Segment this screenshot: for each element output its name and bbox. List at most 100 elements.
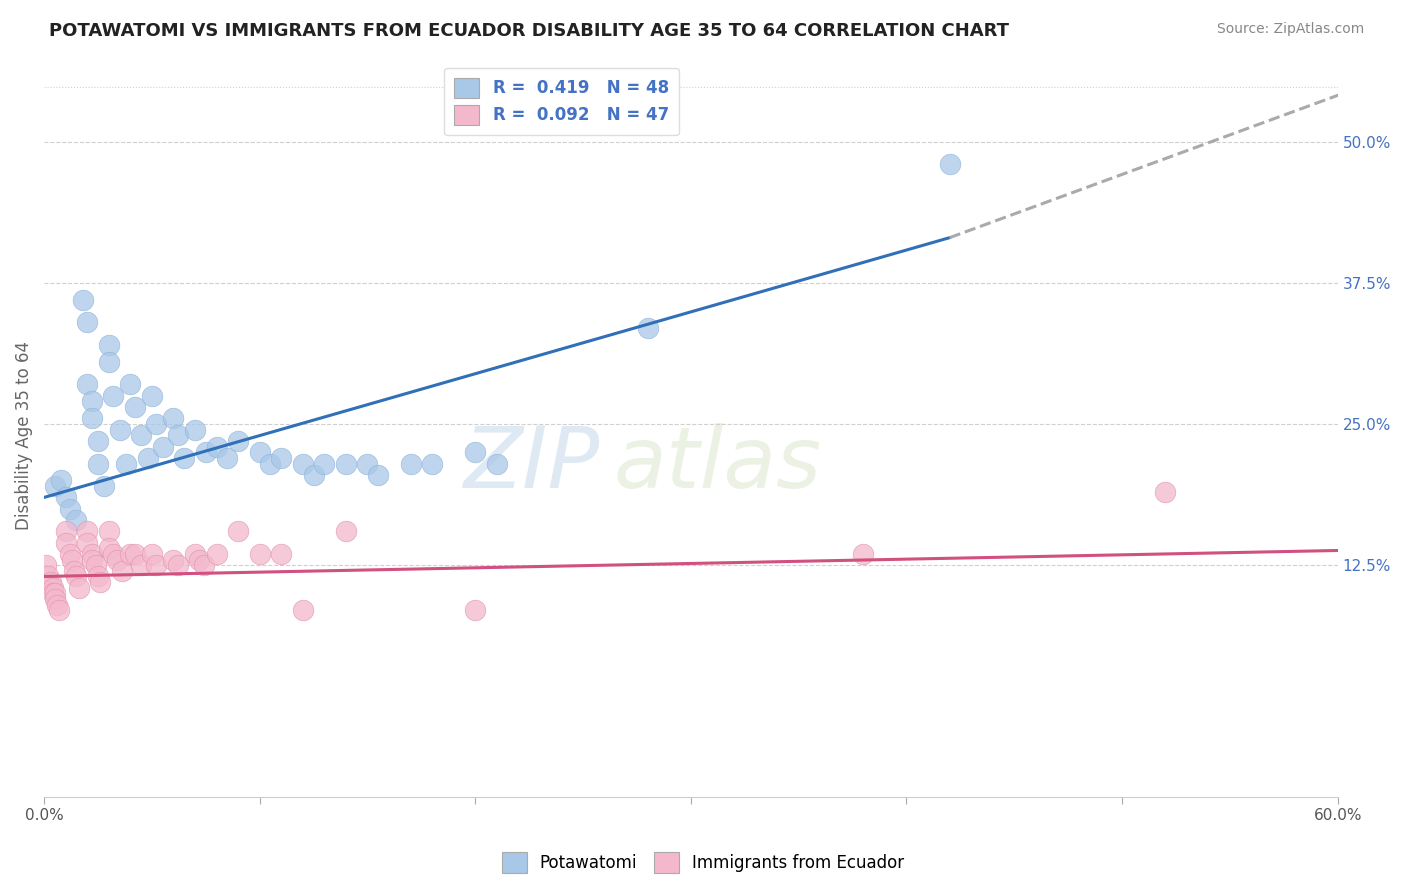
Point [101, 547, 124, 561]
Point [44, 592, 66, 607]
Point [107, 552, 129, 566]
Point [44, 479, 66, 493]
Point [938, 157, 960, 171]
Point [205, 547, 228, 561]
Legend: R =  0.419   N = 48, R =  0.092   N = 47: R = 0.419 N = 48, R = 0.092 N = 47 [444, 68, 679, 135]
Point [145, 417, 167, 431]
Point [101, 389, 124, 403]
Point [97, 524, 120, 539]
Point [205, 440, 228, 454]
Point [63, 564, 86, 578]
Point [111, 564, 134, 578]
Point [65, 513, 87, 527]
Text: atlas: atlas [613, 423, 821, 506]
Point [420, 457, 443, 471]
Point [80, 547, 103, 561]
Point [335, 457, 357, 471]
Point [55, 524, 77, 539]
Point [89, 575, 111, 590]
Point [124, 547, 146, 561]
Point [226, 434, 249, 448]
Point [637, 321, 659, 335]
Point [166, 428, 188, 442]
Point [173, 450, 195, 465]
Point [87, 434, 110, 448]
Point [97, 355, 120, 369]
Point [141, 547, 163, 561]
Point [136, 450, 159, 465]
Point [76, 524, 98, 539]
Point [37, 569, 59, 583]
Point [1154, 484, 1177, 499]
Point [184, 423, 207, 437]
Point [270, 450, 292, 465]
Point [51, 474, 73, 488]
Point [80, 411, 103, 425]
Point [485, 457, 508, 471]
Point [120, 377, 142, 392]
Point [76, 315, 98, 329]
Point [60, 552, 83, 566]
Point [72, 293, 94, 307]
Point [217, 450, 239, 465]
Point [46, 598, 69, 612]
Point [152, 440, 174, 454]
Point [76, 535, 98, 549]
Text: ZIP: ZIP [464, 423, 600, 506]
Point [87, 569, 110, 583]
Point [162, 552, 184, 566]
Point [259, 457, 281, 471]
Point [314, 457, 336, 471]
Point [55, 491, 77, 505]
Point [35, 558, 58, 573]
Y-axis label: Disability Age 35 to 64: Disability Age 35 to 64 [15, 341, 32, 530]
Point [249, 445, 271, 459]
Point [399, 457, 422, 471]
Point [141, 389, 163, 403]
Point [115, 457, 138, 471]
Text: POTAWATOMI VS IMMIGRANTS FROM ECUADOR DISABILITY AGE 35 TO 64 CORRELATION CHART: POTAWATOMI VS IMMIGRANTS FROM ECUADOR DI… [49, 22, 1010, 40]
Point [367, 467, 389, 482]
Point [59, 501, 82, 516]
Point [48, 603, 70, 617]
Point [270, 547, 292, 561]
Point [80, 394, 103, 409]
Point [42, 586, 65, 600]
Point [76, 377, 98, 392]
Point [42, 581, 65, 595]
Point [87, 457, 110, 471]
Point [302, 467, 325, 482]
Point [335, 524, 357, 539]
Point [464, 603, 486, 617]
Point [464, 445, 486, 459]
Legend: Potawatomi, Immigrants from Ecuador: Potawatomi, Immigrants from Ecuador [495, 846, 911, 880]
Point [93, 479, 115, 493]
Point [84, 558, 107, 573]
Point [55, 535, 77, 549]
Point [59, 547, 82, 561]
Point [162, 411, 184, 425]
Point [852, 547, 875, 561]
Point [120, 547, 142, 561]
Point [124, 400, 146, 414]
Point [39, 575, 62, 590]
Point [129, 558, 152, 573]
Point [249, 547, 271, 561]
Point [193, 558, 215, 573]
Point [108, 423, 131, 437]
Point [188, 552, 211, 566]
Point [291, 603, 314, 617]
Point [145, 558, 167, 573]
Point [44, 586, 66, 600]
Point [97, 541, 120, 556]
Point [80, 552, 103, 566]
Text: Source: ZipAtlas.com: Source: ZipAtlas.com [1216, 22, 1364, 37]
Point [356, 457, 378, 471]
Point [129, 428, 152, 442]
Point [67, 581, 90, 595]
Point [291, 457, 314, 471]
Point [184, 547, 207, 561]
Point [194, 445, 217, 459]
Point [97, 338, 120, 352]
Point [65, 569, 87, 583]
